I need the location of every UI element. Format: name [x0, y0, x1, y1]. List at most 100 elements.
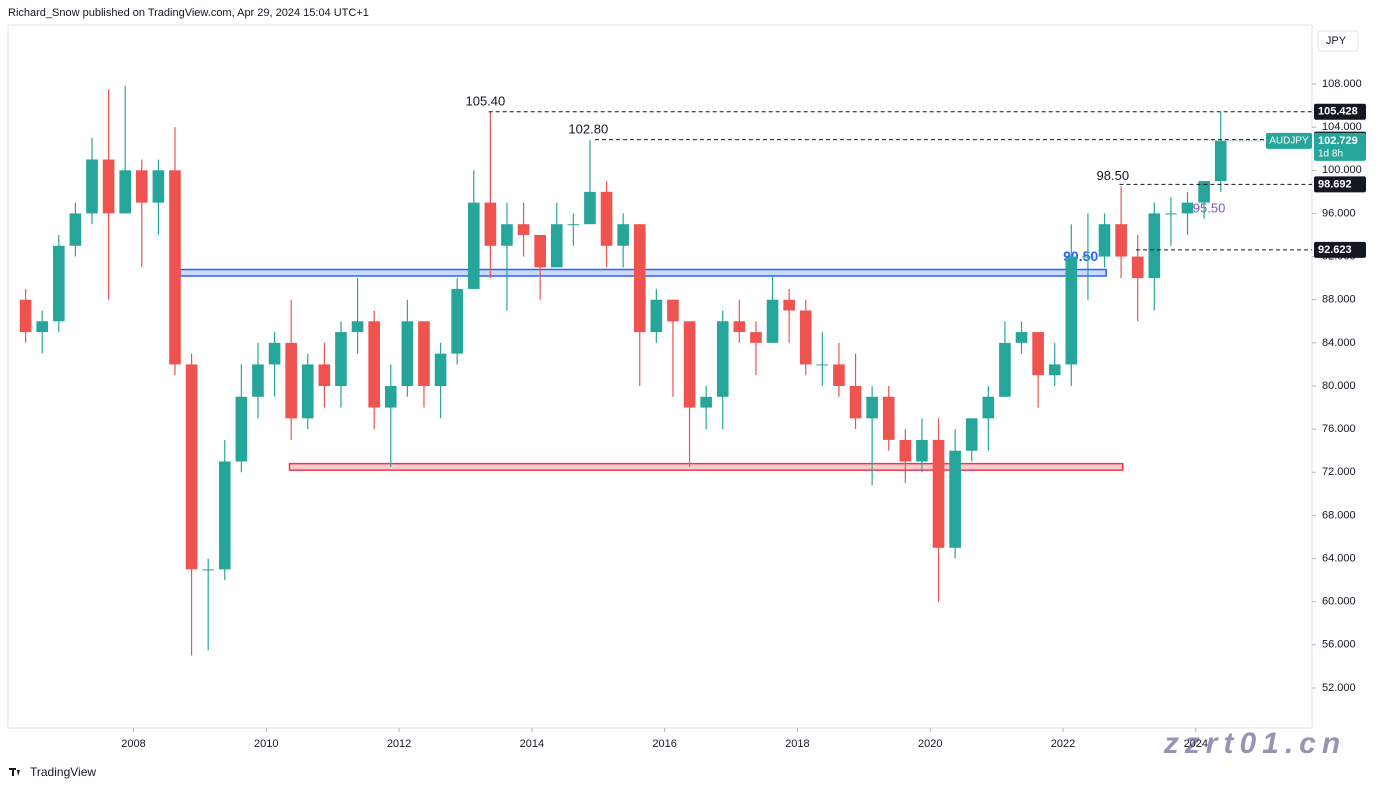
- candle-body: [501, 224, 513, 246]
- last-price-label: 102.729: [1318, 135, 1358, 147]
- candle-body: [584, 191, 596, 225]
- candle-body: [52, 245, 65, 322]
- level-badge: [1314, 241, 1366, 258]
- y-tick-label: 88.000: [1322, 294, 1356, 306]
- candle-body: [899, 439, 912, 462]
- candle-body: [716, 321, 729, 397]
- candle-body: [849, 385, 862, 419]
- candle-body: [1048, 364, 1061, 376]
- currency: JPY: [1326, 35, 1347, 47]
- candle-body: [667, 299, 679, 322]
- candle-body: [252, 364, 264, 397]
- candle-body: [949, 450, 961, 548]
- candle-body: [318, 364, 331, 386]
- level-label: 92.623: [1318, 244, 1352, 256]
- candle-body: [1082, 256, 1094, 258]
- candle-body: [202, 569, 214, 571]
- candle-body: [467, 202, 480, 289]
- y-tick-label: 68.000: [1322, 509, 1356, 521]
- x-tick-label: 2008: [121, 738, 145, 750]
- x-tick-label: 2018: [785, 738, 809, 750]
- candle-body: [1115, 224, 1127, 257]
- candle-body: [434, 353, 447, 386]
- candle-body: [833, 364, 845, 386]
- candle-body: [1065, 256, 1078, 365]
- candle-body: [650, 299, 663, 333]
- y-tick-label: 80.000: [1322, 380, 1356, 392]
- publish-header: Richard_Snow published on TradingView.co…: [8, 7, 369, 19]
- tv-logo: [9, 768, 20, 776]
- y-tick-label: 100.000: [1322, 164, 1362, 176]
- zone: [288, 462, 1124, 471]
- level-badge: [1314, 103, 1366, 120]
- candle-body: [1148, 213, 1161, 279]
- candle-body: [1198, 181, 1210, 203]
- y-tick-label: 84.000: [1322, 337, 1356, 349]
- candle-body: [916, 439, 928, 462]
- level-label: 98.692: [1318, 178, 1352, 190]
- candle-body: [1181, 202, 1194, 214]
- candle-body: [384, 385, 397, 408]
- candle-body: [965, 418, 978, 451]
- candle-body: [816, 364, 829, 366]
- countdown-label: 1d 8h: [1318, 148, 1343, 159]
- y-tick-label: 60.000: [1322, 596, 1356, 608]
- candle-body: [36, 321, 49, 333]
- candle-body: [567, 224, 580, 226]
- candle-body: [235, 396, 248, 462]
- candle-body: [19, 299, 32, 333]
- annotation: 95.50: [1193, 200, 1226, 215]
- candle-body: [783, 299, 795, 311]
- x-tick-label: 2014: [520, 738, 544, 750]
- candle-body: [335, 332, 347, 386]
- x-tick-label: 2020: [918, 738, 942, 750]
- x-tick-label: 2016: [652, 738, 676, 750]
- candle-body: [700, 396, 712, 408]
- annotation: 105.40: [465, 93, 505, 108]
- y-tick-label: 104.000: [1322, 121, 1362, 133]
- candle-body: [517, 224, 530, 235]
- candle-body: [550, 224, 563, 268]
- candle-body: [1131, 256, 1144, 279]
- footer-brand: TradingView: [30, 765, 96, 779]
- candle-body: [1214, 140, 1227, 182]
- x-tick-label: 2012: [387, 738, 411, 750]
- candle-body: [766, 299, 779, 343]
- candle-body: [484, 202, 497, 246]
- candle-body: [617, 224, 629, 246]
- y-tick-label: 56.000: [1322, 639, 1356, 651]
- candle-body: [600, 191, 613, 246]
- candle-body: [1165, 213, 1177, 215]
- candle-body: [351, 321, 364, 333]
- candle-body: [152, 170, 165, 203]
- candle-body: [185, 364, 198, 570]
- y-tick-label: 72.000: [1322, 466, 1356, 478]
- last-price-badge: [1314, 132, 1366, 161]
- candle-body: [119, 170, 131, 214]
- candle-body: [86, 159, 98, 214]
- y-tick-label: 52.000: [1322, 682, 1356, 694]
- candle-body: [418, 321, 430, 386]
- watermark: zzrt01.cn: [1163, 727, 1346, 760]
- candle-body: [69, 213, 82, 246]
- candle-body: [799, 310, 812, 365]
- candle-body: [633, 224, 646, 333]
- candle-body: [268, 342, 281, 365]
- candle-body: [1098, 224, 1111, 257]
- candle-body: [866, 396, 878, 419]
- candle-body: [285, 342, 297, 419]
- candle-body: [683, 321, 696, 408]
- level-badge: [1314, 176, 1366, 193]
- candle-body: [301, 364, 314, 419]
- candle-body: [218, 461, 231, 570]
- candle-body: [733, 321, 746, 333]
- candle-body: [401, 321, 414, 386]
- candle-body: [102, 159, 115, 214]
- candle-body: [169, 170, 181, 365]
- x-tick-label: 2010: [254, 738, 278, 750]
- candle-body: [451, 288, 463, 354]
- candle-body: [750, 332, 762, 343]
- currency-button[interactable]: [1317, 30, 1359, 52]
- candle-body: [982, 396, 995, 419]
